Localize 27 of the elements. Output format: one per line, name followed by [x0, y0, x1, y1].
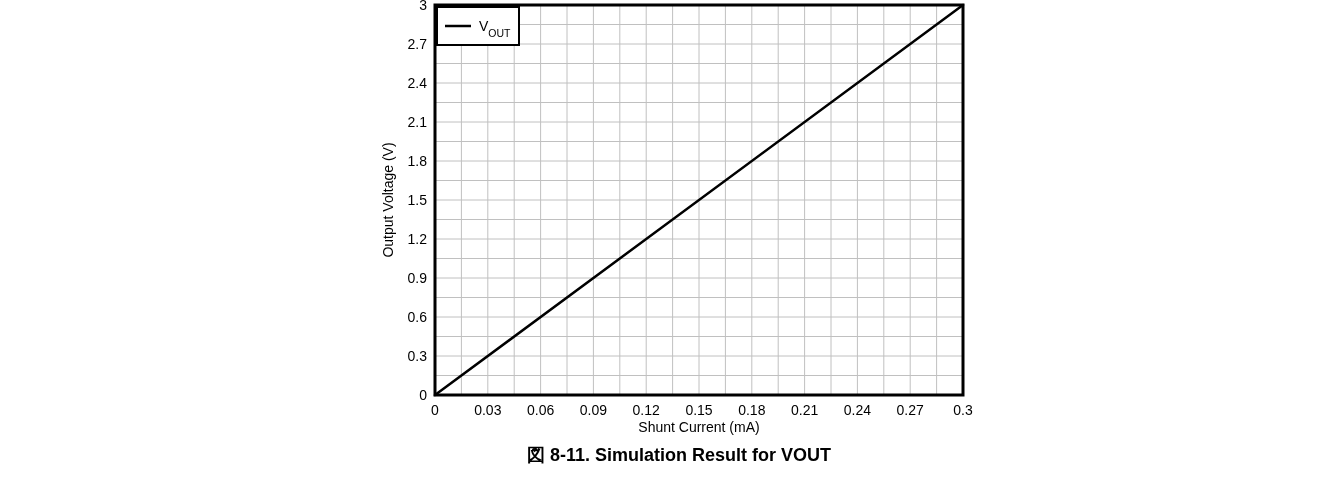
x-tick-label: 0.3 [953, 402, 973, 418]
y-tick-label: 0.3 [407, 348, 428, 364]
y-tick-label: 0.9 [407, 270, 428, 286]
y-tick-label: 1.2 [407, 231, 428, 247]
x-tick-label: 0.24 [843, 402, 872, 418]
y-tick-label: 1.5 [407, 192, 428, 208]
y-tick-label: 3 [419, 0, 428, 13]
x-tick-label: 0.21 [790, 402, 819, 418]
x-tick-label: 0.15 [685, 402, 713, 418]
x-tick-label: 0.27 [896, 402, 925, 418]
x-tick-label: 0.12 [632, 402, 661, 418]
legend: V$_{OUT}$ [436, 6, 520, 46]
x-tick-label: 0 [431, 402, 440, 418]
y-tick-label: 2.7 [407, 36, 428, 52]
y-tick-label: 2.4 [407, 75, 428, 91]
legend-label: V$_{OUT}$ [479, 18, 512, 39]
x-tick-label: 0.03 [474, 402, 502, 418]
y-axis-title: Output Voltage (V) [380, 142, 396, 258]
x-axis-title: Shunt Current (mA) [638, 419, 760, 435]
y-tick-label: 1.8 [407, 153, 428, 169]
x-tick-label: 0.06 [526, 402, 555, 418]
y-tick-label: 0.6 [407, 309, 428, 325]
x-tick-label: 0.18 [738, 402, 766, 418]
y-tick-label: 2.1 [407, 114, 428, 130]
x-tick-label: 0.09 [579, 402, 608, 418]
y-tick-label: 0 [419, 387, 428, 403]
text: 図 8-11. Simulation Result for VOUT [526, 445, 832, 465]
